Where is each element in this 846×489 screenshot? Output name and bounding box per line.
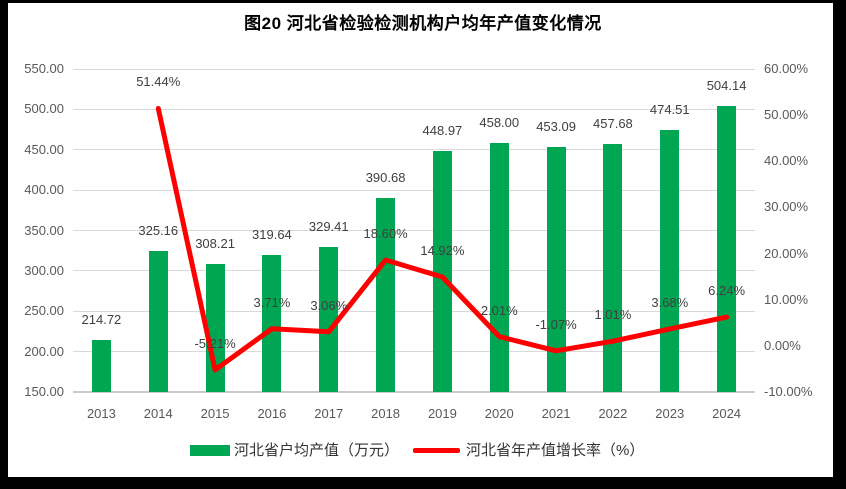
right-axis-tick-label: 40.00% [764, 153, 809, 169]
x-axis-tick-label: 2016 [257, 406, 287, 421]
right-axis-tick-label: 30.00% [764, 199, 809, 215]
bar-value-label: 325.16 [138, 222, 179, 238]
left-axis-tick-label: 550.00 [24, 61, 64, 76]
left-axis-tick-label: 450.00 [24, 141, 64, 157]
bar-value-label: 458.00 [479, 115, 520, 131]
x-axis-tick-label: 2014 [143, 406, 173, 421]
gridline [73, 310, 755, 312]
bar [319, 247, 339, 392]
bar-value-label: 308.21 [195, 236, 235, 252]
x-axis-tick-label: 2024 [712, 406, 742, 421]
right-axis-tick-label: 50.00% [764, 107, 809, 123]
right-axis-tick-label: -10.00% [764, 384, 813, 399]
x-axis-tick-label: 2018 [371, 406, 401, 421]
right-axis-tick-label: 60.00% [764, 61, 809, 76]
x-axis-tick-label: 2021 [541, 406, 571, 421]
bar-value-label: 474.51 [649, 101, 690, 117]
line-point-label: 14.92% [420, 243, 465, 258]
left-axis-tick-label: 350.00 [24, 222, 64, 238]
bar-value-label: 448.97 [422, 122, 463, 138]
legend-bar-label: 河北省户均产值（万元） [234, 442, 400, 459]
bar [432, 150, 452, 392]
right-axis-tick-label: 0.00% [764, 337, 801, 353]
bar-value-label: 319.64 [252, 227, 292, 243]
x-axis-tick-label: 2015 [200, 406, 230, 421]
left-axis-tick-label: 150.00 [24, 384, 64, 399]
line-point-label: -5.21% [194, 335, 236, 351]
bar [603, 143, 623, 392]
bar [660, 129, 680, 392]
gridline [73, 189, 755, 191]
bar [546, 147, 566, 392]
right-axis-tick-label: 10.00% [764, 291, 809, 307]
bar-value-label: 214.72 [81, 311, 122, 327]
x-axis-tick-label: 2023 [655, 406, 685, 421]
x-axis-tick-label: 2017 [314, 406, 344, 421]
bar [205, 264, 225, 392]
left-axis-tick-label: 400.00 [24, 182, 64, 198]
bar [717, 106, 737, 392]
bar-value-label: 390.68 [365, 169, 406, 185]
bar [262, 255, 282, 392]
x-axis-tick-label: 2013 [86, 406, 116, 421]
bar-value-label: 504.14 [706, 78, 747, 94]
bar-value-label: 457.68 [593, 115, 633, 131]
line-point-label: 3.06% [310, 297, 348, 313]
left-axis-tick-label: 300.00 [24, 262, 64, 278]
right-axis-tick-label: 20.00% [764, 245, 809, 261]
gridline [73, 68, 755, 70]
bar-value-label: 453.09 [536, 119, 576, 135]
line-point-label: 18.60% [363, 226, 408, 242]
line-point-label: 6.24% [708, 283, 746, 299]
gridline [73, 270, 755, 272]
gridline [73, 351, 755, 353]
x-axis-tick-label: 2020 [484, 406, 514, 421]
bar [91, 339, 111, 392]
chart-title: 图20 河北省检验检测机构户均年产值变化情况 [244, 14, 602, 33]
left-axis-tick-label: 200.00 [24, 343, 64, 359]
bar [489, 143, 509, 392]
legend-bar-swatch [190, 445, 230, 456]
gridline [73, 149, 755, 151]
bar [148, 250, 168, 392]
x-axis-line [73, 391, 755, 393]
legend-line-swatch [413, 448, 460, 453]
x-axis-tick-label: 2019 [427, 406, 457, 421]
x-axis-tick-label: 2022 [598, 406, 628, 421]
left-axis-tick-label: 250.00 [24, 303, 64, 319]
line-point-label: 51.44% [136, 74, 181, 90]
legend-line-label: 河北省年产值增长率（%） [466, 442, 645, 459]
left-axis-tick-label: 500.00 [24, 101, 64, 117]
